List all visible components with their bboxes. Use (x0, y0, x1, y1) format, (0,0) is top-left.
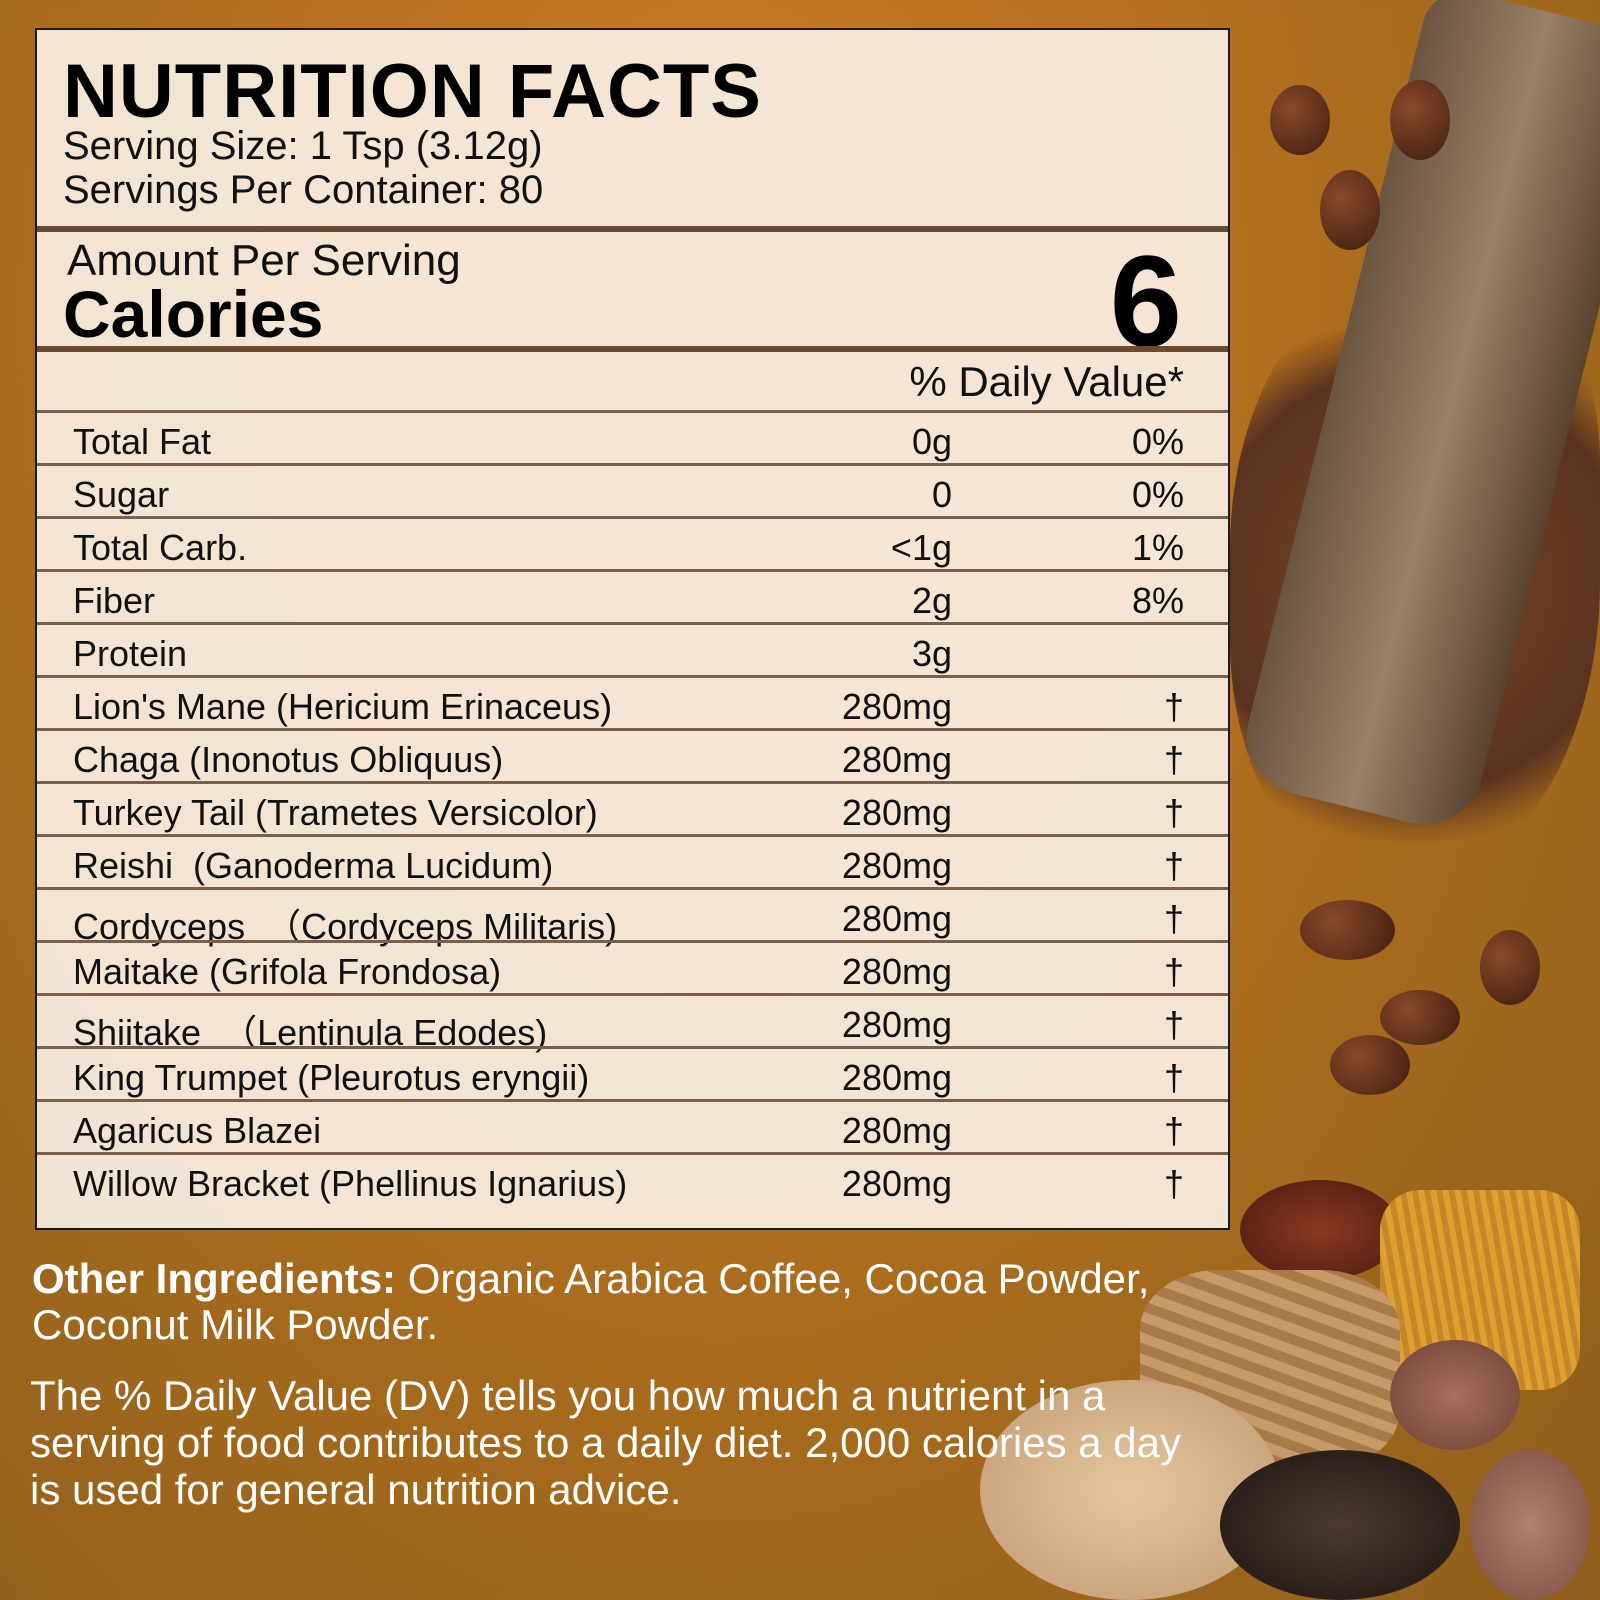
calories-label: Calories (63, 277, 324, 351)
nutrient-amount: 280mg (841, 1163, 952, 1204)
nutrient-name: Reishi (Ganoderma Lucidum) (73, 845, 554, 886)
divider (37, 516, 1228, 519)
coffee-bean-image (1300, 900, 1395, 960)
nutrient-row: Chaga (Inonotus Obliquus) 280mg † (37, 731, 1228, 784)
divider (37, 993, 1228, 996)
nutrient-name: Willow Bracket (Phellinus Ignarius) (73, 1163, 628, 1204)
other-ingredients-text: Organic Arabica Coffee, Cocoa Powder, Co… (32, 1255, 1150, 1348)
nutrient-name: Protein (73, 633, 188, 674)
nutrient-row: Total Carb. <1g 1% (37, 519, 1228, 572)
nutrient-amount: 280mg (841, 951, 952, 992)
other-ingredients: Other Ingredients: Organic Arabica Coffe… (32, 1256, 1292, 1348)
nutrient-daily-value: 8% (1131, 580, 1184, 621)
calories-value: 6 (1109, 228, 1182, 374)
other-ingredients-label: Other Ingredients: (32, 1255, 397, 1302)
coffee-bean-image (1480, 930, 1540, 1005)
divider (37, 346, 1228, 352)
nutrient-daily-value: † (1163, 1110, 1184, 1151)
nutrient-daily-value: † (1163, 951, 1184, 992)
nutrient-amount: 3g (911, 633, 952, 674)
serving-size: Serving Size: 1 Tsp (3.12g) (63, 124, 543, 168)
nutrient-daily-value: † (1163, 898, 1184, 939)
amount-per-serving: Amount Per Serving (67, 236, 461, 285)
nutrient-amount: 280mg (841, 686, 952, 727)
servings-per-container: Servings Per Container: 80 (63, 168, 544, 212)
nutrient-amount: 0g (911, 421, 952, 462)
mushroom-image (1390, 1340, 1520, 1450)
mushroom-image (1220, 1450, 1460, 1600)
divider (37, 622, 1228, 625)
daily-value-footnote: The % Daily Value (DV) tells you how muc… (30, 1372, 1182, 1513)
nutrient-name: Total Fat (73, 421, 212, 462)
nutrient-amount: 280mg (841, 1110, 952, 1151)
nutrient-amount: 280mg (841, 1004, 952, 1045)
nutrient-daily-value: † (1163, 686, 1184, 727)
nutrient-row: Agaricus Blazei 280mg † (37, 1102, 1228, 1155)
nutrient-amount: 0 (931, 474, 952, 515)
nutrient-daily-value: 1% (1131, 527, 1184, 568)
nutrient-row: Fiber 2g 8% (37, 572, 1228, 625)
nutrient-row: Sugar 0 0% (37, 466, 1228, 519)
nutrition-facts-panel: NUTRITION FACTS Serving Size: 1 Tsp (3.1… (35, 28, 1230, 1230)
divider (37, 1046, 1228, 1049)
nutrient-name: Chaga (Inonotus Obliquus) (73, 739, 504, 780)
coffee-bean-image (1330, 1035, 1410, 1095)
nutrient-amount: 280mg (841, 792, 952, 833)
nutrient-row: Reishi (Ganoderma Lucidum) 280mg † (37, 837, 1228, 890)
coffee-bean-image (1390, 80, 1450, 160)
divider (37, 940, 1228, 943)
nutrient-amount: <1g (890, 527, 952, 568)
nutrient-row: Shiitake （Lentinula Edodes) 280mg † (37, 996, 1228, 1053)
divider (37, 463, 1228, 466)
daily-value-header: % Daily Value* (909, 358, 1184, 405)
mushroom-image (1470, 1450, 1590, 1600)
nutrient-amount: 280mg (841, 845, 952, 886)
divider (37, 781, 1228, 784)
coffee-bean-image (1270, 85, 1330, 155)
nutrient-amount: 280mg (841, 1057, 952, 1098)
nutrient-name: Maitake (Grifola Frondosa) (73, 951, 502, 992)
divider (37, 1099, 1228, 1102)
nutrient-row: Maitake (Grifola Frondosa) 280mg † (37, 943, 1228, 996)
nutrient-daily-value: † (1163, 1057, 1184, 1098)
nutrient-daily-value: † (1163, 792, 1184, 833)
coffee-bean-image (1320, 170, 1380, 250)
nutrient-row: Total Fat 0g 0% (37, 413, 1228, 466)
nutrient-row: Turkey Tail (Trametes Versicolor) 280mg † (37, 784, 1228, 837)
nutrient-name: Lion's Mane (Hericium Erinaceus) (73, 686, 613, 727)
nutrient-row: Protein 3g (37, 625, 1228, 678)
nutrient-daily-value: 0% (1131, 421, 1184, 462)
nutrient-name: Sugar (73, 474, 170, 515)
nutrient-name: Total Carb. (73, 527, 248, 568)
divider (37, 226, 1228, 232)
divider (37, 887, 1228, 890)
divider (37, 728, 1228, 731)
divider (37, 675, 1228, 678)
coffee-bean-image (1380, 990, 1460, 1045)
nutrient-daily-value: † (1163, 1004, 1184, 1045)
nutrient-name: Agaricus Blazei (73, 1110, 322, 1151)
divider (37, 410, 1228, 413)
divider (37, 1152, 1228, 1155)
nutrient-amount: 280mg (841, 898, 952, 939)
nutrient-daily-value: † (1163, 1163, 1184, 1204)
nutrient-daily-value: † (1163, 739, 1184, 780)
nutrient-row: Lion's Mane (Hericium Erinaceus) 280mg † (37, 678, 1228, 731)
label-title: NUTRITION FACTS (63, 49, 762, 134)
mushroom-image (1240, 1180, 1400, 1280)
nutrient-amount: 280mg (841, 739, 952, 780)
nutrient-name: Fiber (73, 580, 156, 621)
mushroom-image (980, 1380, 1280, 1600)
nutrient-row: Willow Bracket (Phellinus Ignarius) 280mg… (37, 1155, 1228, 1208)
nutrient-row: Cordyceps （Cordyceps Militaris) 280mg † (37, 890, 1228, 947)
nutrient-daily-value: † (1163, 845, 1184, 886)
nutrient-daily-value: 0% (1131, 474, 1184, 515)
nutrient-name: King Trumpet (Pleurotus eryngii) (73, 1057, 590, 1098)
nutrient-row: King Trumpet (Pleurotus eryngii) 280mg † (37, 1049, 1228, 1102)
nutrient-amount: 2g (911, 580, 952, 621)
divider (37, 834, 1228, 837)
divider (37, 569, 1228, 572)
nutrient-name: Turkey Tail (Trametes Versicolor) (73, 792, 598, 833)
